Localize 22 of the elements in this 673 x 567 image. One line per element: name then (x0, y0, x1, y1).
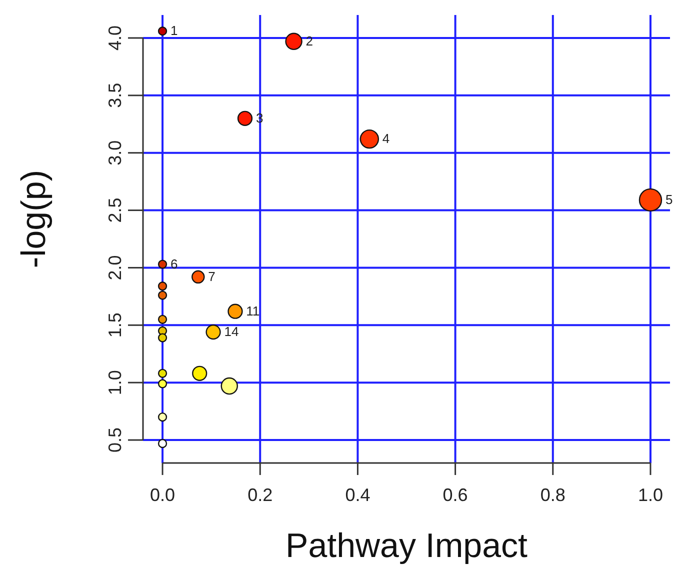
y-tick-label: 1.5 (105, 312, 125, 338)
x-tick-label: 0.2 (248, 485, 273, 505)
y-tick-label: 2.5 (105, 198, 125, 223)
annotation: 5 (665, 192, 673, 207)
y-tick-label: 1.0 (105, 370, 125, 396)
x-axis-title: Pathway Impact (286, 527, 528, 565)
x-tick-label: 0.4 (345, 485, 370, 505)
annotation: 1 (170, 23, 178, 38)
y-tick-label: 0.5 (105, 428, 125, 453)
y-tick-label: 3.0 (105, 140, 125, 166)
annotation: 11 (246, 303, 260, 318)
x-tick-label: 0.6 (442, 485, 468, 505)
y-tick-label: 4.0 (105, 25, 125, 50)
x-tick-label: 1.0 (638, 485, 663, 505)
x-tick-label: 0.0 (150, 485, 176, 505)
annotation: 4 (382, 131, 390, 146)
annotation: 14 (224, 324, 239, 340)
x-tick-label: 0.8 (540, 485, 566, 505)
annotation: 7 (208, 268, 216, 284)
y-axis-title: -log(p) (15, 170, 53, 268)
y-tick-label: 2.0 (105, 255, 125, 280)
y-tick-label: 3.5 (105, 82, 125, 108)
